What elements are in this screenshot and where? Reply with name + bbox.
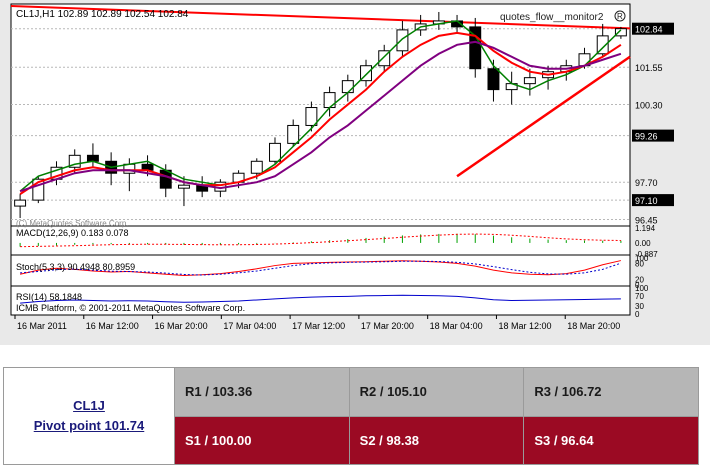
x-tick-label: 16 Mar 2011 bbox=[17, 321, 67, 331]
price-marker bbox=[632, 129, 674, 142]
x-tick-label: 17 Mar 20:00 bbox=[361, 321, 414, 331]
candle bbox=[250, 160, 263, 174]
candle bbox=[177, 184, 190, 189]
rsi-title: RSI(14) 58.1848 bbox=[16, 292, 82, 302]
pivot-symbol-cell: CL1J Pivot point 101.74 bbox=[3, 367, 175, 465]
price-chart: 102.84 101.55 100.30 99.26 97.70 97.10 96.451.… bbox=[10, 3, 674, 331]
candle bbox=[469, 26, 482, 70]
support-1-cell: S1 / 100.00 bbox=[174, 415, 350, 465]
price-tick-label: 96.45 bbox=[635, 216, 658, 226]
resistance-3-cell: R3 / 106.72 bbox=[523, 367, 699, 417]
platform-copyright: ICMB Platform, © 2001-2011 MetaQuotes So… bbox=[16, 303, 245, 313]
candle bbox=[86, 154, 99, 162]
pivot-symbol-link[interactable]: CL1J bbox=[73, 398, 105, 413]
price-marker bbox=[632, 194, 674, 207]
macd-tick-label: -0.887 bbox=[635, 250, 658, 259]
x-tick-label: 18 Mar 12:00 bbox=[498, 321, 551, 331]
price-tick-label: 101.55 bbox=[635, 63, 663, 73]
macd-tick-label: 1.194 bbox=[635, 224, 656, 233]
stoch-signal-line bbox=[20, 260, 622, 276]
price-tick-label: 97.10 bbox=[635, 196, 658, 206]
support-3-cell: S3 / 96.64 bbox=[523, 415, 699, 465]
rsi-tick-label: 0 bbox=[635, 310, 640, 319]
x-tick-label: 17 Mar 04:00 bbox=[223, 321, 276, 331]
price-tick-label: 102.84 bbox=[635, 25, 663, 35]
chart-panel: 102.84 101.55 100.30 99.26 97.70 97.10 96.45 1.… bbox=[0, 0, 710, 345]
candle bbox=[305, 107, 318, 126]
candle bbox=[596, 35, 609, 55]
candle bbox=[360, 65, 372, 82]
stoch-title: Stoch(5,3,3) 90.4948 80.8959 bbox=[16, 262, 135, 272]
rsi-line bbox=[20, 294, 621, 304]
support-trendline bbox=[456, 55, 631, 178]
candle bbox=[487, 68, 500, 91]
svg-text:R: R bbox=[617, 12, 623, 21]
macd-title: MACD(12,26,9) 0.183 0.078 bbox=[16, 228, 129, 238]
candle bbox=[341, 80, 354, 94]
x-tick-label: 18 Mar 04:00 bbox=[430, 321, 483, 331]
macd-signal-line bbox=[20, 233, 621, 248]
resistance-trendline bbox=[10, 5, 631, 30]
pivot-table: CL1J Pivot point 101.74 R1 / 103.36 R2 /… bbox=[3, 367, 699, 465]
x-tick-label: 18 Mar 20:00 bbox=[567, 321, 620, 331]
x-tick-label: 16 Mar 20:00 bbox=[155, 321, 208, 331]
macd-tick-label: 0.00 bbox=[635, 239, 651, 248]
stoch-tick-label: 20 bbox=[635, 276, 644, 285]
x-tick-label: 17 Mar 12:00 bbox=[292, 321, 345, 331]
candle bbox=[523, 77, 536, 85]
x-tick-label: 16 Mar 12:00 bbox=[86, 321, 139, 331]
price-tick-label: 97.70 bbox=[635, 178, 658, 188]
candle bbox=[378, 50, 391, 67]
chart-copyright: (C) MetaQuotes Software Corp. bbox=[16, 219, 128, 228]
price-tick-label: 100.30 bbox=[635, 101, 663, 111]
candle bbox=[14, 199, 27, 207]
pivot-point-link[interactable]: Pivot point 101.74 bbox=[33, 418, 145, 433]
support-2-cell: S2 / 98.38 bbox=[348, 415, 525, 465]
symbol-info: CL1J,H1 102.89 102.89 102.54 102.84 bbox=[16, 9, 189, 20]
resistance-1-cell: R1 / 103.36 bbox=[174, 367, 350, 417]
price-marker bbox=[632, 22, 674, 35]
watermark-text: quotes_flow__monitor2 bbox=[500, 12, 604, 23]
stoch-tick-label: 80 bbox=[635, 259, 644, 268]
price-tick-label: 99.26 bbox=[635, 132, 658, 142]
candle bbox=[269, 142, 281, 162]
moving-average-line bbox=[19, 40, 622, 193]
stoch-tick-label: 100 bbox=[635, 254, 649, 263]
moving-average-line bbox=[19, 20, 622, 192]
rsi-tick-label: 100 bbox=[635, 284, 649, 293]
candle bbox=[396, 29, 409, 52]
candle bbox=[287, 124, 300, 144]
candle bbox=[32, 178, 45, 201]
rsi-tick-label: 70 bbox=[635, 292, 644, 301]
registered-icon: R bbox=[614, 10, 626, 22]
rsi-tick-label: 30 bbox=[635, 302, 644, 311]
resistance-2-cell: R2 / 105.10 bbox=[348, 367, 525, 417]
stoch-tick-label: 0 bbox=[635, 281, 640, 290]
candle bbox=[68, 154, 81, 168]
candle bbox=[614, 28, 627, 37]
